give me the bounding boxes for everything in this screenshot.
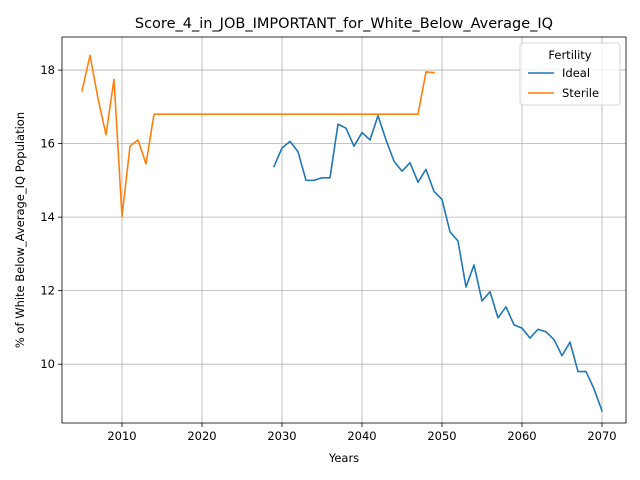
- x-tick-label: 2060: [507, 429, 536, 443]
- series-lines: [81, 54, 604, 412]
- series-line-ideal: [272, 114, 604, 412]
- x-tick-label: 2020: [187, 429, 216, 443]
- y-tick-label: 10: [40, 357, 55, 371]
- x-tick-label: 2040: [347, 429, 376, 443]
- legend-items: Ideal Sterile: [528, 66, 599, 100]
- x-axis-ticks: 2010 2020 2030 2040 2050 2060 2070: [107, 423, 617, 443]
- x-tick-label: 2030: [267, 429, 296, 443]
- y-axis-ticks: 10 12 14 16 18: [40, 63, 62, 371]
- plot-frame: [61, 36, 627, 424]
- x-tick-label: 2050: [427, 429, 456, 443]
- y-tick-label: 16: [40, 137, 55, 151]
- y-tick-label: 14: [40, 210, 55, 224]
- legend: Fertility Ideal Sterile: [519, 42, 621, 106]
- x-tick-label: 2010: [107, 429, 136, 443]
- y-tick-label: 18: [40, 63, 55, 77]
- chart-title: Score_4_in_JOB_IMPORTANT_for_White_Below…: [135, 16, 553, 32]
- x-tick-label: 2070: [587, 429, 616, 443]
- series-line-sterile: [81, 54, 435, 218]
- legend-label-ideal: Ideal: [562, 66, 590, 80]
- x-axis-label: Years: [328, 451, 359, 465]
- legend-box: [519, 42, 621, 106]
- legend-title: Fertility: [548, 48, 591, 62]
- y-tick-label: 12: [40, 284, 55, 298]
- y-axis-label: % of White Below_Average_IQ Population: [13, 112, 27, 348]
- legend-label-sterile: Sterile: [562, 86, 599, 100]
